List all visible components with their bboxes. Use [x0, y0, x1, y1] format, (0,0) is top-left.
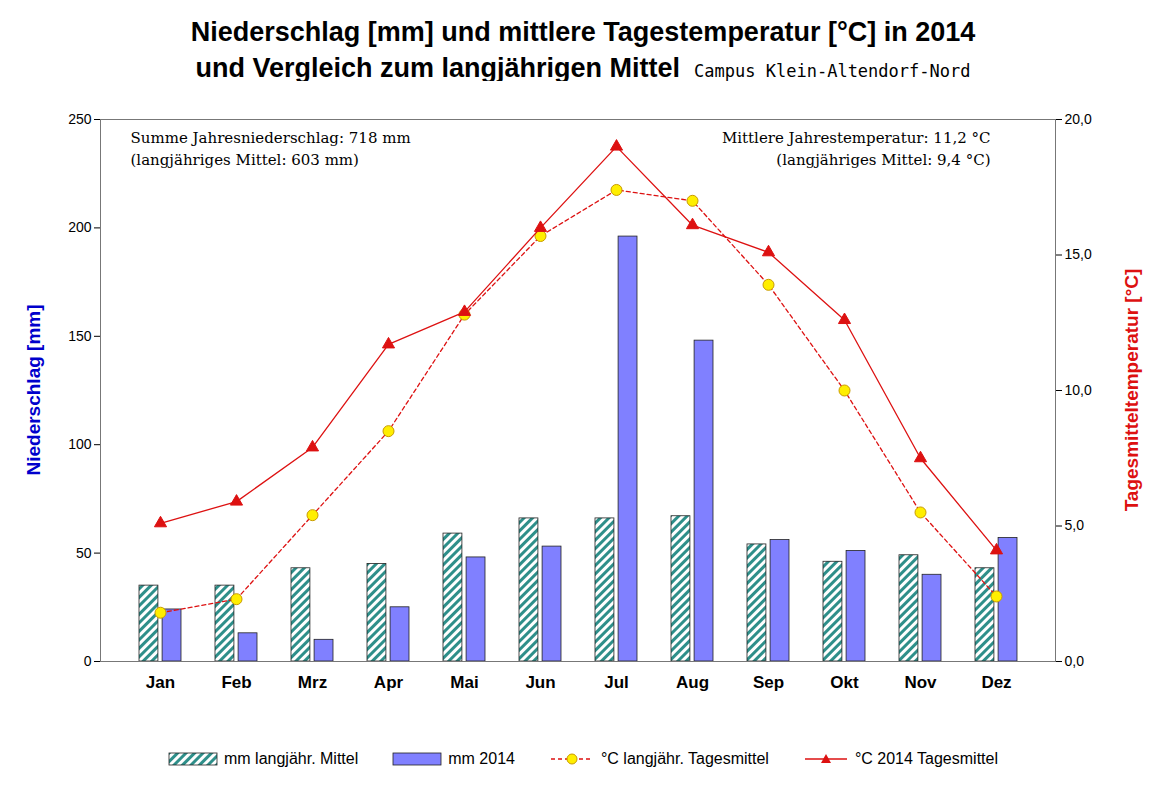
svg-text:200: 200	[68, 219, 92, 235]
svg-text:50: 50	[76, 545, 92, 561]
html-text:Campus Klein-Altendorf-Nord: Campus Klein-Altendorf-Nord	[694, 61, 971, 81]
svg-text:Feb: Feb	[221, 673, 251, 692]
html-text:und Vergleich zum langjährigen: und Vergleich zum langjährigen Mittel	[195, 53, 681, 83]
svg-text:15,0: 15,0	[1065, 246, 1092, 262]
svg-text:Nov: Nov	[904, 673, 937, 692]
svg-text:Dez: Dez	[981, 673, 1011, 692]
svg-text:Summe Jahresniederschlag: 718: Summe Jahresniederschlag: 718 mm(langjäh…	[131, 129, 411, 169]
svg-text:Jul: Jul	[604, 673, 629, 692]
svg-text:20,0: 20,0	[1065, 111, 1092, 127]
svg-text:Mai: Mai	[450, 673, 478, 692]
svg-text:150: 150	[68, 328, 92, 344]
html-text:Niederschlag [mm]: Niederschlag [mm]	[23, 304, 44, 476]
html-text:°C 2014 Tagesmittel: °C 2014 Tagesmittel	[854, 750, 998, 767]
svg-text:5,0: 5,0	[1065, 517, 1085, 533]
html-text:°C langjähr. Tagesmittel: °C langjähr. Tagesmittel	[601, 750, 769, 767]
svg-text:Aug: Aug	[676, 673, 709, 692]
html-text:mm langjähr. Mittel: mm langjähr. Mittel	[224, 750, 359, 767]
svg-text:0: 0	[84, 653, 92, 669]
svg-text:Apr: Apr	[374, 673, 404, 692]
svg-text:Jan: Jan	[146, 673, 175, 692]
svg-text:100: 100	[68, 436, 92, 452]
html-text:Niederschlag [mm] und mittlere: Niederschlag [mm] und mittlere Tagestemp…	[190, 17, 976, 47]
svg-text:Sep: Sep	[753, 673, 784, 692]
svg-text:0,0: 0,0	[1065, 653, 1085, 669]
svg-text:250: 250	[68, 111, 92, 127]
html-text:mm 2014: mm 2014	[448, 750, 515, 767]
html-text:Tagesmitteltemperatur [°C]: Tagesmitteltemperatur [°C]	[1121, 268, 1142, 512]
svg-text:Mittlere Jahrestemperatur: 11,: Mittlere Jahrestemperatur: 11,2 °C(langj…	[722, 129, 991, 169]
svg-text:10,0: 10,0	[1065, 382, 1092, 398]
svg-text:Jun: Jun	[525, 673, 555, 692]
svg-text:Mrz: Mrz	[298, 673, 327, 692]
svg-text:Okt: Okt	[830, 673, 859, 692]
